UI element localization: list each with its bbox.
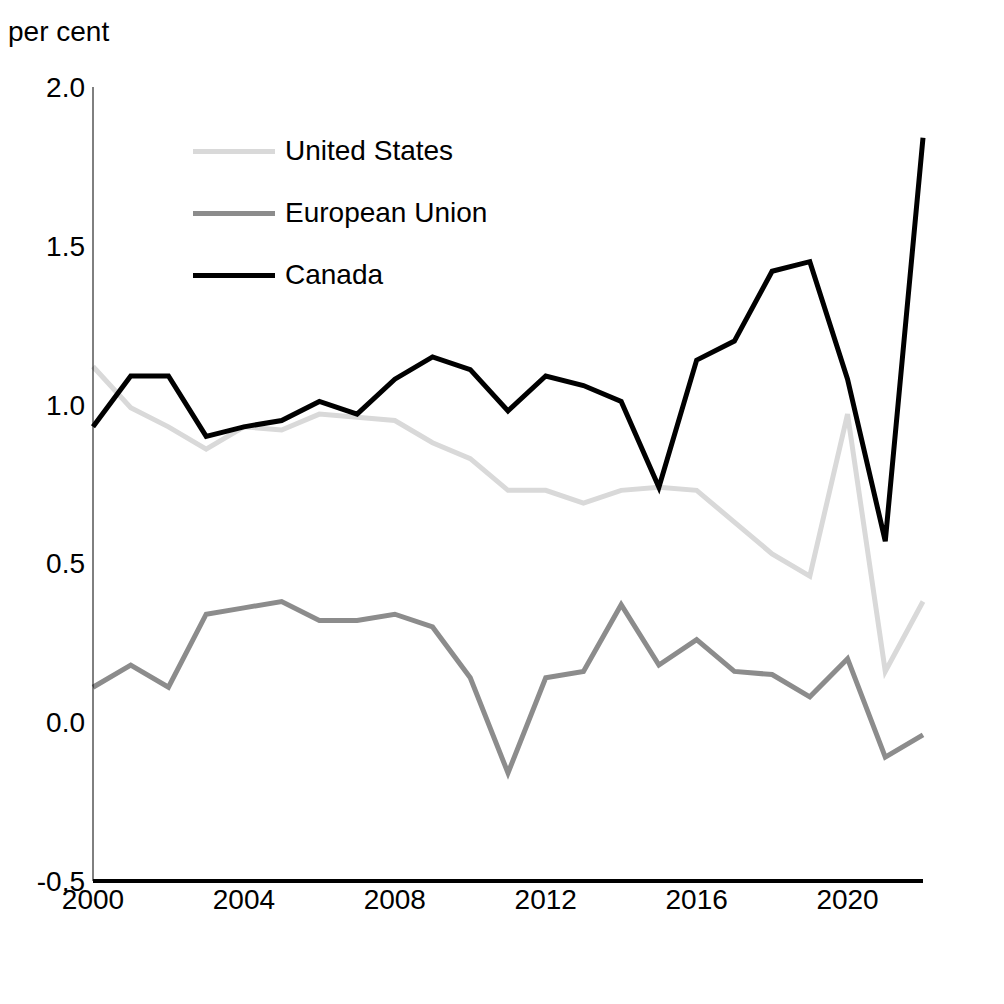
html-text:Canada: Canada [285, 259, 384, 290]
svg-text:-0.5: -0.5 [37, 866, 85, 897]
svg-text:2.0: 2.0 [46, 72, 85, 103]
svg-text:2016: 2016 [665, 884, 727, 915]
svg-text:0.0: 0.0 [46, 707, 85, 738]
svg-text:1.0: 1.0 [46, 390, 85, 421]
svg-text:2012: 2012 [515, 884, 577, 915]
html-text:European Union: European Union [285, 197, 488, 228]
svg-text:0.5: 0.5 [46, 548, 85, 579]
svg-text:2000: 2000 [61, 883, 125, 915]
html-text:per cent: per cent [8, 16, 110, 47]
svg-text:2008: 2008 [364, 884, 426, 915]
svg-text:2020: 2020 [816, 884, 878, 915]
html-text:United States: United States [285, 135, 454, 166]
svg-text:1.5: 1.5 [46, 231, 85, 262]
svg-text:2004: 2004 [213, 884, 275, 915]
